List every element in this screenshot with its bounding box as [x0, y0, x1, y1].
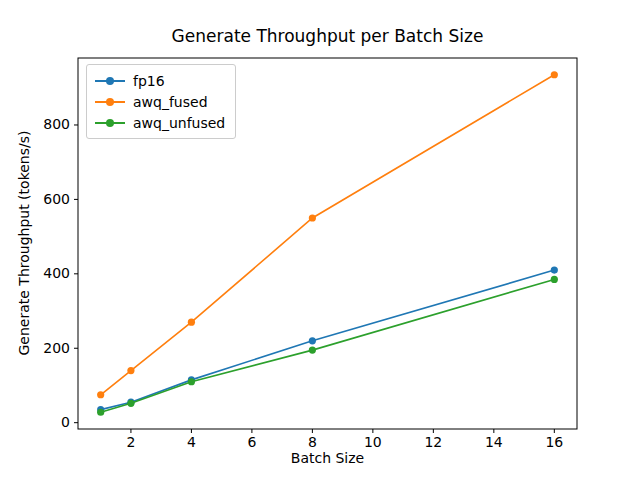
data-point-marker-fp16 [309, 337, 316, 344]
data-point-marker-awq_fused [188, 319, 195, 326]
y-tick-label: 800 [43, 116, 70, 132]
data-point-marker-awq_fused [551, 71, 558, 78]
x-tick-label: 6 [247, 434, 256, 450]
x-tick-label: 10 [364, 434, 382, 450]
x-tick-label: 16 [545, 434, 563, 450]
legend-item-awq-fused: awq_fused [95, 91, 225, 112]
x-tick-label: 12 [424, 434, 442, 450]
legend-label-awq-fused: awq_fused [133, 94, 208, 110]
x-tick-label: 14 [485, 434, 503, 450]
y-tick-label: 0 [61, 414, 70, 430]
y-tick-label: 200 [43, 340, 70, 356]
x-tick-label: 8 [308, 434, 317, 450]
y-tick-label: 400 [43, 265, 70, 281]
x-tick-label: 2 [126, 434, 135, 450]
data-point-marker-awq_unfused [127, 400, 134, 407]
legend-marker-awq-fused-icon [95, 97, 125, 107]
x-tick-label: 4 [187, 434, 196, 450]
legend-label-fp16: fp16 [133, 73, 165, 89]
legend-label-awq-unfused: awq_unfused [133, 115, 225, 131]
legend-item-fp16: fp16 [95, 70, 225, 91]
data-point-marker-awq_unfused [97, 409, 104, 416]
legend: fp16 awq_fused awq_unfused [86, 64, 236, 139]
figure-canvas: Generate Throughput per Batch Size Gener… [0, 0, 640, 480]
legend-marker-fp16-icon [95, 76, 125, 86]
data-point-marker-awq_fused [97, 391, 104, 398]
data-point-marker-awq_unfused [309, 347, 316, 354]
data-point-marker-awq_fused [309, 214, 316, 221]
y-tick-label: 600 [43, 191, 70, 207]
data-point-marker-awq_unfused [551, 276, 558, 283]
series-line-awq_unfused [101, 279, 555, 412]
legend-item-awq-unfused: awq_unfused [95, 112, 225, 133]
data-point-marker-awq_fused [127, 367, 134, 374]
data-point-marker-awq_unfused [188, 378, 195, 385]
legend-marker-awq-unfused-icon [95, 118, 125, 128]
data-point-marker-fp16 [551, 267, 558, 274]
